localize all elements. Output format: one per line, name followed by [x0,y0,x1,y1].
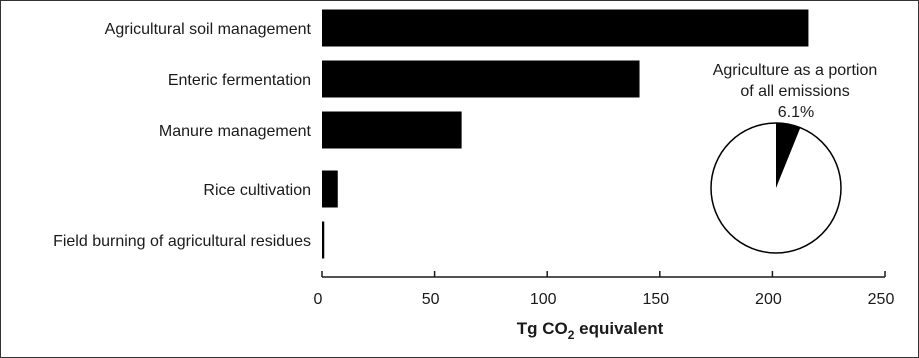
x-axis: 0 50 100 150 200 250 [314,271,895,308]
x-axis-ticks: 0 50 100 150 200 250 [314,271,895,308]
category-label: Manure management [159,123,312,140]
x-tick-label: 0 [314,291,323,308]
bar [322,221,325,259]
x-tick-label: 250 [868,291,895,308]
pie-slice-label: 6.1% [778,104,814,121]
inset-pie-chart: Agriculture as a portion of all emission… [710,62,878,254]
category-label: Enteric fermentation [168,72,311,89]
x-tick-label: 200 [755,291,782,308]
bars [322,9,809,259]
bar [322,9,809,47]
category-labels: Agricultural soil management Enteric ferm… [53,21,311,250]
pie-title-line2: of all emissions [740,83,849,100]
x-axis-title-tail: equivalent [574,319,663,338]
bar [322,170,338,208]
category-label: Rice cultivation [203,182,311,199]
x-tick-label: 150 [642,291,669,308]
x-axis-title-main: Tg CO [517,319,568,338]
x-tick-label: 100 [530,291,557,308]
x-tick-label: 50 [422,291,440,308]
bar [322,60,640,98]
x-axis-title: Tg CO2 equivalent [517,319,664,342]
pie-agriculture-slice [776,123,801,188]
pie-title-line1: Agriculture as a portion [713,62,878,79]
x-axis-title-subscript: 2 [568,328,575,342]
category-label: Field burning of agricultural residues [53,233,311,250]
category-label: Agricultural soil management [105,21,312,38]
bar [322,111,462,149]
